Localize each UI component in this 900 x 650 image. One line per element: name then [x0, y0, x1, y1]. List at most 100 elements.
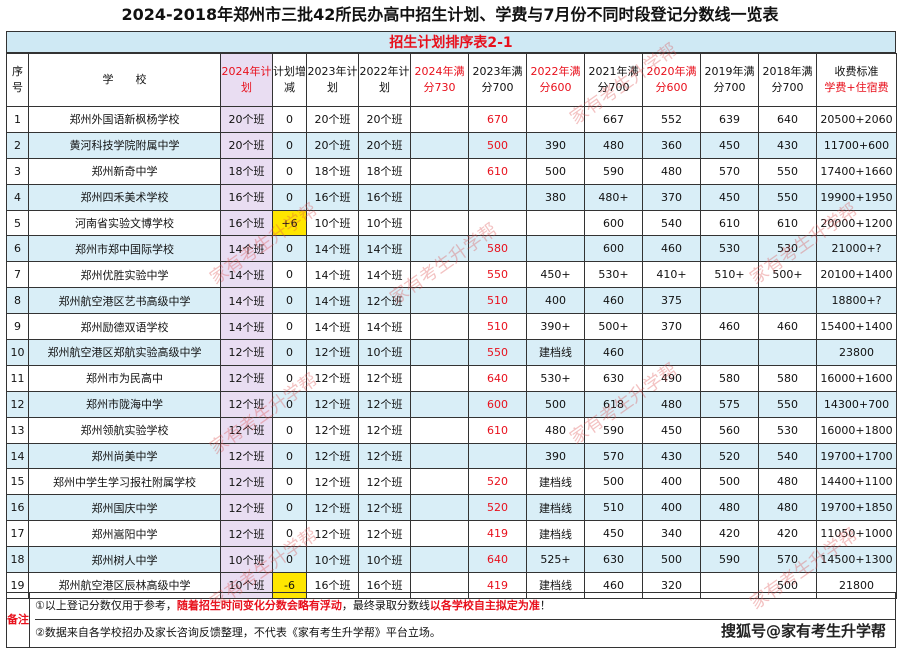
header-row: 序号 学 校 2024年计划 计划增减 2023年计划 2022年计划 2024…	[6, 53, 897, 107]
header-plan-2024: 2024年计划	[220, 53, 273, 107]
cell-no: 3	[6, 157, 29, 185]
cell-plan2023: 16个班	[306, 572, 359, 599]
cell-s2022: 建档线	[526, 572, 585, 599]
header-score-2018: 2018年满分700	[758, 53, 817, 107]
cell-school: 郑州优胜实验中学	[28, 261, 221, 289]
cell-s2024	[410, 313, 469, 341]
cell-s2020: 450	[642, 416, 701, 444]
cell-plan2024: 10个班	[220, 572, 273, 599]
cell-school: 郑州航空港区艺书高级中学	[28, 287, 221, 315]
cell-s2021: 500+	[584, 313, 643, 341]
cell-s2019: 520	[700, 442, 759, 470]
cell-change: 0	[272, 157, 307, 185]
cell-s2020: 490	[642, 364, 701, 392]
cell-change: 0	[272, 494, 307, 522]
cell-plan2024: 16个班	[220, 209, 273, 237]
cell-s2021: 618	[584, 390, 643, 418]
cell-s2022	[526, 235, 585, 263]
cell-plan2023: 12个班	[306, 390, 359, 418]
cell-s2019: 610	[700, 209, 759, 237]
cell-plan2022: 20个班	[358, 106, 411, 133]
cell-plan2024: 14个班	[220, 313, 273, 341]
cell-s2021: 600	[584, 235, 643, 263]
header-score-2019: 2019年满分700	[700, 53, 759, 107]
cell-s2023: 419	[468, 520, 527, 548]
cell-plan2024: 12个班	[220, 390, 273, 418]
cell-s2019	[700, 287, 759, 315]
cell-plan2024: 14个班	[220, 235, 273, 263]
table-row: 11 郑州市为民高中 12个班 0 12个班 12个班 640 530+ 630 490 580 58…	[6, 364, 897, 392]
cell-s2020: 370	[642, 313, 701, 341]
cell-fee: 20500+2060	[816, 106, 897, 133]
cell-plan2024: 12个班	[220, 468, 273, 496]
cell-s2023: 520	[468, 494, 527, 522]
cell-s2024	[410, 546, 469, 574]
cell-s2018	[758, 287, 817, 315]
header-school: 学 校	[28, 53, 221, 107]
cell-s2021: 600	[584, 209, 643, 237]
cell-s2020: 430	[642, 442, 701, 470]
table-row: 18 郑州树人中学 10个班 0 10个班 10个班 640 525+ 630 500 590 570…	[6, 546, 897, 574]
header-change: 计划增减	[272, 53, 307, 107]
cell-no: 13	[6, 416, 29, 444]
cell-s2022: 建档线	[526, 494, 585, 522]
cell-change: 0	[272, 546, 307, 574]
cell-s2020: 552	[642, 106, 701, 133]
cell-no: 10	[6, 339, 29, 366]
cell-s2024	[410, 390, 469, 418]
header-score-2020: 2020年满分600	[642, 53, 701, 107]
cell-plan2023: 12个班	[306, 416, 359, 444]
cell-s2021: 630	[584, 364, 643, 392]
cell-s2023: 600	[468, 390, 527, 418]
cell-school: 郑州励德双语学校	[28, 313, 221, 341]
cell-s2018: 550	[758, 390, 817, 418]
cell-s2018: 530	[758, 416, 817, 444]
cell-plan2023: 14个班	[306, 287, 359, 315]
table-row: 3 郑州新奇中学 18个班 0 18个班 18个班 610 500 590 480 570 550 17…	[6, 157, 897, 185]
note-1-part-c: ，最终录取分数线	[341, 599, 430, 612]
cell-no: 2	[6, 131, 29, 159]
cell-plan2023: 12个班	[306, 364, 359, 392]
notes-box: 备注 ①以上登记分数仅用于参考，随着招生时间变化分数会略有浮动，最终录取分数线以…	[6, 592, 896, 648]
cell-fee: 14500+1300	[816, 546, 897, 574]
cell-s2020: 400	[642, 494, 701, 522]
cell-school: 郑州航空港区辰林高级中学	[28, 572, 221, 599]
cell-s2021: 460	[584, 287, 643, 315]
cell-plan2023: 12个班	[306, 442, 359, 470]
cell-s2023: 610	[468, 416, 527, 444]
cell-s2019: 450	[700, 131, 759, 159]
cell-school: 郑州树人中学	[28, 546, 221, 574]
table-row: 14 郑州尚美中学 12个班 0 12个班 12个班 390 570 430 520 540 1970…	[6, 442, 897, 470]
enrollment-table: 序号 学 校 2024年计划 计划增减 2023年计划 2022年计划 2024…	[6, 53, 897, 599]
table-row: 15 郑州中学生学习报社附属学校 12个班 0 12个班 12个班 520 建档线 500 400…	[6, 468, 897, 496]
cell-change: +6	[272, 209, 307, 237]
header-score-2022: 2022年满分600	[526, 53, 585, 107]
cell-s2018	[758, 339, 817, 366]
cell-plan2022: 10个班	[358, 339, 411, 366]
cell-no: 18	[6, 546, 29, 574]
cell-s2022: 建档线	[526, 339, 585, 366]
cell-no: 11	[6, 364, 29, 392]
cell-no: 5	[6, 209, 29, 237]
cell-fee: 21800	[816, 572, 897, 599]
cell-change: 0	[272, 416, 307, 444]
cell-plan2023: 12个班	[306, 494, 359, 522]
cell-s2019: 500	[700, 468, 759, 496]
cell-s2021: 667	[584, 106, 643, 133]
cell-change: -6	[272, 572, 307, 599]
cell-s2019: 420	[700, 520, 759, 548]
cell-no: 1	[6, 106, 29, 133]
table-row: 8 郑州航空港区艺书高级中学 14个班 0 14个班 12个班 510 400 460 375 18…	[6, 287, 897, 315]
cell-no: 14	[6, 442, 29, 470]
cell-s2024	[410, 520, 469, 548]
cell-s2024	[410, 339, 469, 366]
cell-s2022: 390+	[526, 313, 585, 341]
cell-plan2022: 14个班	[358, 235, 411, 263]
cell-s2023: 580	[468, 235, 527, 263]
cell-s2020: 375	[642, 287, 701, 315]
cell-s2019: 480	[700, 494, 759, 522]
header-plan-2023: 2023年计划	[306, 53, 359, 107]
cell-change: 0	[272, 106, 307, 133]
cell-plan2022: 12个班	[358, 494, 411, 522]
cell-s2021: 590	[584, 157, 643, 185]
